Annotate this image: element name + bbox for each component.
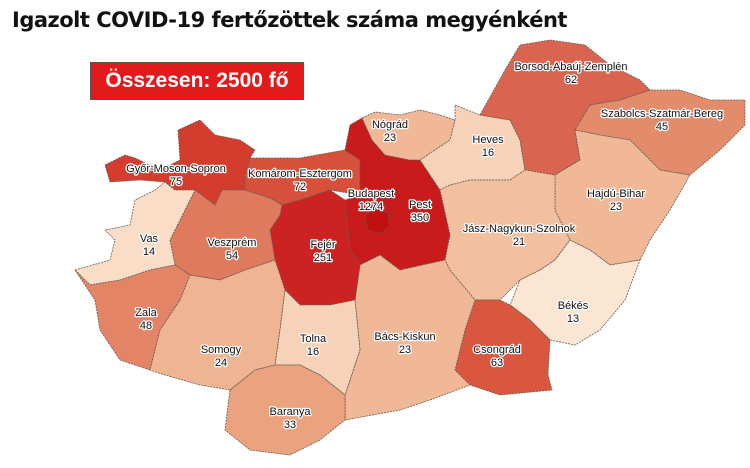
map-title: Igazolt COVID-19 fertőzöttek száma megyé… xyxy=(12,8,567,32)
county-value-label: 54 xyxy=(226,250,238,262)
county-komarom-esztergom xyxy=(244,149,361,206)
county-value-label: 251 xyxy=(314,252,332,264)
county-name-label: Győr-Moson-Sopron xyxy=(126,163,226,175)
county-name-label: Bács-Kiskun xyxy=(374,331,435,343)
county-name-label: Heves xyxy=(472,134,504,146)
county-value-label: 33 xyxy=(284,419,296,431)
county-name-label: Szabolcs-Szatmár-Bereg xyxy=(601,108,723,120)
county-name-label: Budapest xyxy=(348,188,394,200)
county-baranya xyxy=(224,364,346,456)
county-value-label: 13 xyxy=(567,313,579,325)
county-name-label: Tolna xyxy=(300,333,327,345)
county-value-label: 16 xyxy=(482,147,494,159)
county-value-label: 21 xyxy=(513,236,525,248)
county-value-label: 72 xyxy=(294,181,306,193)
county-name-label: Hajdú-Bihar xyxy=(587,188,645,200)
county-value-label: 14 xyxy=(143,246,155,258)
county-name-label: Komárom-Esztergom xyxy=(248,168,352,180)
county-budapest xyxy=(364,207,391,235)
county-name-label: Veszprém xyxy=(208,237,257,249)
county-value-label: 45 xyxy=(656,121,668,133)
county-szabolcs-szatmar-bereg xyxy=(574,89,746,176)
total-cases-badge: Összesen: 2500 fő xyxy=(90,62,304,100)
county-value-label: 1274 xyxy=(359,201,383,213)
county-csongrad xyxy=(454,299,553,396)
county-value-label: 24 xyxy=(215,357,227,369)
county-name-label: Somogy xyxy=(201,344,242,356)
county-name-label: Vas xyxy=(140,233,159,245)
county-value-label: 23 xyxy=(399,344,411,356)
county-hajdu-bihar xyxy=(554,129,691,266)
county-name-label: Fejér xyxy=(310,239,335,251)
county-value-label: 350 xyxy=(411,212,429,224)
county-value-label: 23 xyxy=(610,201,622,213)
county-bacs-kiskun xyxy=(344,254,476,421)
county-borsod-abauj-zemplen xyxy=(479,39,651,176)
county-name-label: Pest xyxy=(409,199,431,211)
county-value-label: 23 xyxy=(384,132,396,144)
county-name-label: Baranya xyxy=(270,406,312,418)
county-value-label: 16 xyxy=(307,346,319,358)
county-value-label: 48 xyxy=(140,320,152,332)
county-name-label: Békés xyxy=(558,300,589,312)
county-value-label: 75 xyxy=(170,176,182,188)
county-name-label: Csongrád xyxy=(473,344,521,356)
county-name-label: Zala xyxy=(135,307,157,319)
county-value-label: 63 xyxy=(491,357,503,369)
county-name-label: Borsod-Abaúj-Zemplén xyxy=(514,61,627,73)
county-name-label: Jász-Nagykun-Szolnok xyxy=(463,223,576,235)
county-name-label: Nógrád xyxy=(372,119,408,131)
county-value-label: 62 xyxy=(565,74,577,86)
